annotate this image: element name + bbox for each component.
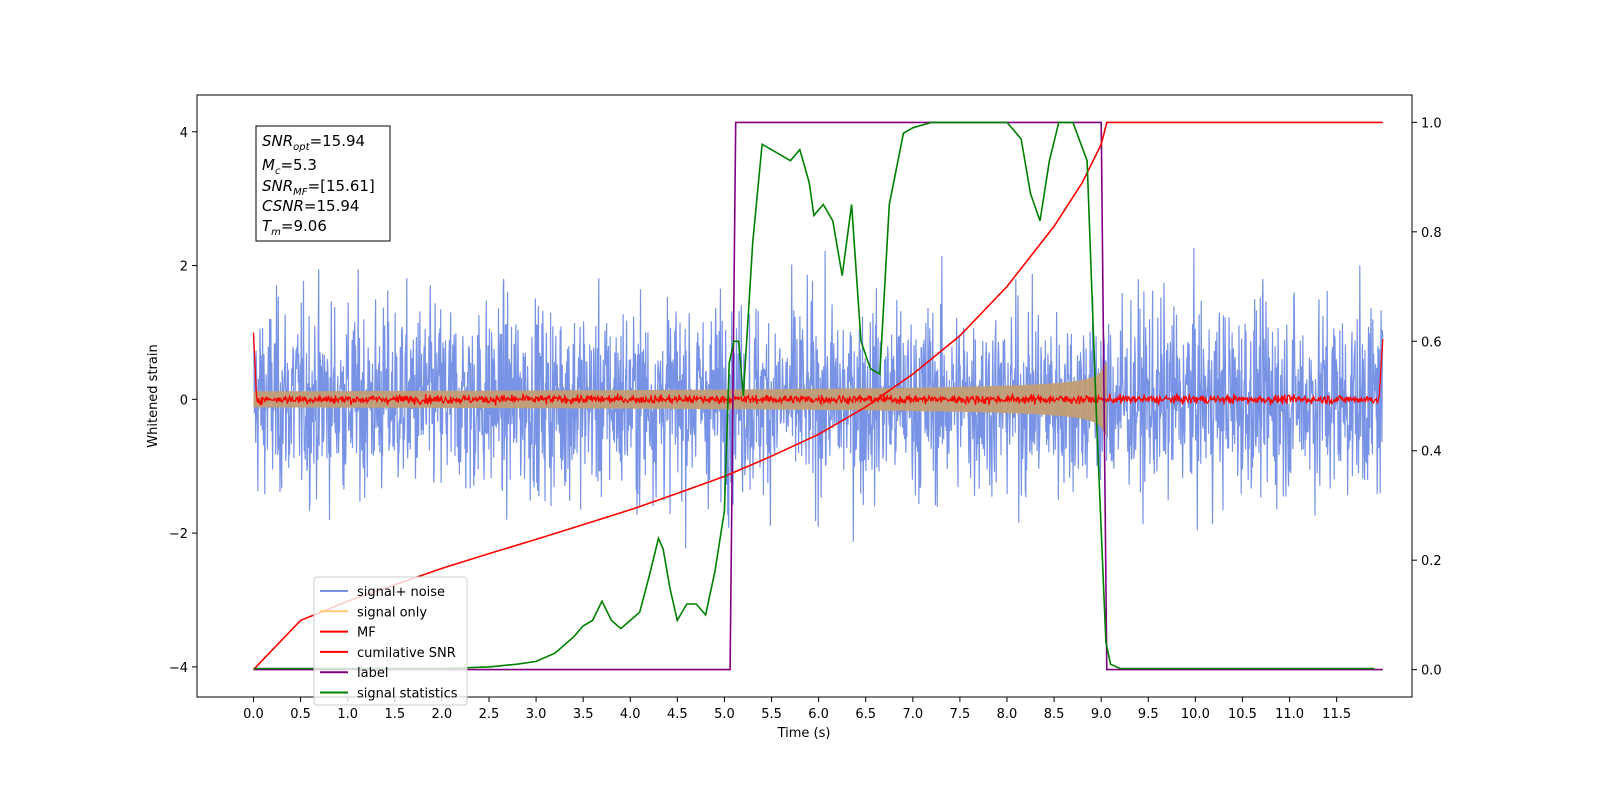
y2-tick-label: 1.0	[1421, 116, 1442, 131]
legend-label-signal-statistics: signal statistics	[357, 687, 458, 702]
legend-label-label: label	[357, 666, 388, 681]
x-tick-label: 7.0	[902, 707, 923, 722]
info-snr-opt: SNRopt=15.94	[262, 132, 365, 153]
x-tick-label: 3.0	[526, 707, 547, 722]
info-csnr: CSNR=15.94	[262, 197, 359, 215]
x-tick-label: 7.5	[950, 707, 971, 722]
series-label	[253, 121, 1383, 671]
series-mf	[252, 332, 1384, 407]
y-tick-label: 4	[180, 126, 188, 141]
legend-label-mf: MF	[357, 626, 376, 641]
x-tick-label: 1.0	[337, 707, 358, 722]
x-axis: 0.0 0.5 1.0 1.5 2.0 2.5 3.0 3.5 4.0 4.5 5.0 5.5 6.0 6…	[243, 697, 1351, 722]
x-tick-label: 4.5	[667, 707, 688, 722]
x-axis-label: Time (s)	[777, 726, 831, 741]
x-tick-label: 10.5	[1228, 707, 1257, 722]
x-tick-label: 11.0	[1275, 707, 1304, 722]
x-tick-label: 9.5	[1138, 707, 1159, 722]
legend-label-cumilative-snr: cumilative SNR	[357, 646, 456, 661]
y-tick-label: −2	[169, 527, 188, 542]
y-tick-label: 2	[180, 260, 188, 275]
y-tick-label: 0	[180, 393, 188, 408]
x-tick-label: 5.5	[761, 707, 782, 722]
plot-area	[252, 121, 1384, 671]
x-tick-label: 2.5	[479, 707, 500, 722]
x-tick-label: 5.0	[714, 707, 735, 722]
x-tick-label: 1.5	[384, 707, 405, 722]
info-mc: Mc=5.3	[262, 156, 317, 177]
legend-label-signal-noise: signal+ noise	[357, 585, 445, 600]
x-tick-label: 2.0	[432, 707, 453, 722]
series-signal-statistics	[253, 121, 1375, 670]
plot-frame	[196, 94, 1413, 698]
legend: signal+ noise signal only MF cumilative SNR…	[313, 576, 468, 706]
x-tick-label: 6.0	[808, 707, 829, 722]
y2-tick-label: 0.6	[1421, 335, 1442, 350]
legend-label-signal-only: signal only	[357, 605, 427, 620]
y2-tick-label: 0.2	[1421, 554, 1442, 569]
info-tm: Tm=9.06	[262, 217, 327, 238]
x-tick-label: 9.0	[1091, 707, 1112, 722]
y2-tick-label: 0.8	[1421, 226, 1442, 241]
x-tick-label: 8.5	[1044, 707, 1065, 722]
y-axis-left: −4 −2 0 2 4	[169, 126, 197, 676]
info-snr-mf: SNRMF=[15.61]	[262, 177, 375, 198]
series-signal-noise	[252, 247, 1384, 549]
y-axis-label: Whitened strain	[146, 344, 161, 447]
x-tick-label: 0.5	[290, 707, 311, 722]
x-tick-label: 0.0	[243, 707, 264, 722]
y2-tick-label: 0.0	[1421, 664, 1442, 679]
x-tick-label: 10.0	[1181, 707, 1210, 722]
y-tick-label: −4	[169, 661, 188, 676]
x-tick-label: 3.5	[573, 707, 594, 722]
x-tick-label: 8.0	[997, 707, 1018, 722]
info-box: SNRopt=15.94 Mc=5.3 SNRMF=[15.61] CSNR=1…	[255, 125, 391, 242]
y2-tick-label: 0.4	[1421, 445, 1442, 460]
x-tick-label: 4.0	[620, 707, 641, 722]
x-tick-label: 11.5	[1322, 707, 1351, 722]
x-tick-label: 6.5	[855, 707, 876, 722]
y-axis-right: 0.0 0.2 0.4 0.6 0.8 1.0	[1412, 116, 1442, 679]
